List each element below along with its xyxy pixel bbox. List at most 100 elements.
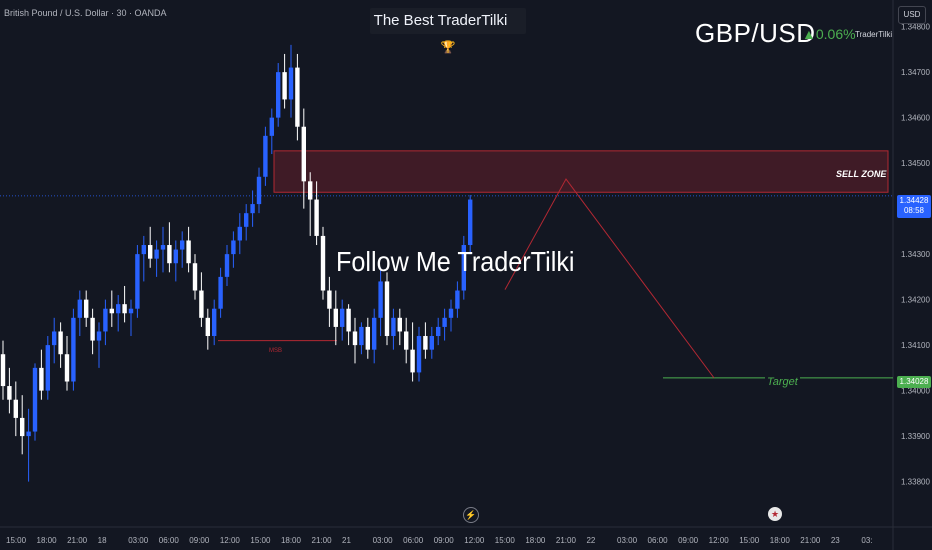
trophy-icon: 🏆 bbox=[440, 40, 456, 54]
candle-body bbox=[276, 72, 281, 118]
candle bbox=[122, 285, 127, 323]
candle bbox=[250, 190, 255, 227]
x-tick-label: 06:00 bbox=[159, 536, 180, 545]
candle-body bbox=[269, 117, 274, 136]
candle bbox=[173, 240, 178, 282]
candle-body bbox=[461, 245, 466, 291]
x-tick-label: 06:00 bbox=[403, 536, 424, 545]
candle-body bbox=[301, 126, 306, 182]
candle-body bbox=[333, 308, 338, 327]
candle-body bbox=[423, 336, 428, 350]
us-flag-icon[interactable]: ★ bbox=[768, 507, 782, 521]
candle-body bbox=[128, 308, 134, 314]
candle bbox=[352, 317, 358, 364]
currency-button[interactable]: USD bbox=[898, 6, 926, 24]
candle bbox=[295, 53, 300, 141]
flash-icon[interactable]: ⚡ bbox=[463, 507, 479, 523]
candle-body bbox=[212, 308, 217, 337]
candle-body bbox=[160, 245, 166, 250]
candle-body bbox=[410, 349, 415, 373]
candle-body bbox=[32, 367, 38, 432]
candle-body bbox=[141, 245, 146, 255]
candle bbox=[96, 322, 102, 368]
x-tick-label: 22 bbox=[586, 536, 595, 545]
candle-body bbox=[96, 331, 102, 341]
candle-body bbox=[103, 308, 108, 332]
x-tick-label: 15:00 bbox=[495, 536, 516, 545]
candle-body bbox=[173, 249, 178, 264]
candle-body bbox=[77, 299, 82, 318]
candle bbox=[109, 290, 114, 327]
candle-body bbox=[327, 290, 332, 309]
candle-body bbox=[58, 331, 63, 355]
x-tick-label: 18:00 bbox=[525, 536, 546, 545]
candle-body bbox=[218, 276, 223, 309]
candle-body bbox=[288, 67, 294, 100]
x-tick-label: 21:00 bbox=[312, 536, 333, 545]
candle bbox=[397, 308, 402, 346]
current-price-value: 1.34428 bbox=[899, 196, 929, 205]
candle bbox=[7, 367, 12, 414]
candle bbox=[308, 172, 313, 236]
candle bbox=[436, 317, 441, 346]
candle bbox=[116, 295, 121, 332]
x-tick-label: 09:00 bbox=[678, 536, 699, 545]
candle bbox=[128, 299, 134, 337]
candle bbox=[429, 326, 434, 359]
candle-body bbox=[186, 240, 191, 264]
y-tick-label: 1.34200 bbox=[901, 296, 930, 305]
y-tick-label: 1.34000 bbox=[901, 387, 930, 396]
candle-body bbox=[192, 263, 198, 291]
candle-body bbox=[442, 317, 447, 327]
x-tick-label: 03: bbox=[861, 536, 872, 545]
candle-body bbox=[436, 326, 441, 337]
candle bbox=[103, 299, 108, 346]
candle-body bbox=[346, 308, 351, 332]
candle bbox=[333, 290, 338, 346]
y-tick-label: 1.33800 bbox=[901, 478, 930, 487]
candle bbox=[365, 317, 370, 359]
candle-body bbox=[109, 308, 114, 314]
x-tick-label: 06:00 bbox=[648, 536, 669, 545]
x-tick-label: 18:00 bbox=[770, 536, 791, 545]
candle bbox=[372, 308, 377, 364]
candle bbox=[39, 349, 44, 400]
candle bbox=[244, 204, 249, 241]
candle bbox=[167, 222, 172, 273]
x-tick-label: 03:00 bbox=[373, 536, 394, 545]
y-tick-label: 1.34500 bbox=[901, 159, 930, 168]
candle bbox=[269, 108, 274, 155]
x-tick-label: 18:00 bbox=[281, 536, 302, 545]
y-tick-label: 1.34100 bbox=[901, 341, 930, 350]
x-tick-label: 09:00 bbox=[434, 536, 455, 545]
candle-body bbox=[244, 213, 249, 227]
x-tick-label: 21 bbox=[342, 536, 351, 545]
y-tick-label: 1.34600 bbox=[901, 114, 930, 123]
candle bbox=[13, 381, 18, 437]
candle-body bbox=[340, 308, 345, 327]
y-tick-label: 1.34700 bbox=[901, 68, 930, 77]
x-tick-label: 03:00 bbox=[617, 536, 638, 545]
candle bbox=[84, 290, 89, 327]
x-tick-label: 09:00 bbox=[189, 536, 210, 545]
x-tick-label: 12:00 bbox=[464, 536, 485, 545]
candle bbox=[410, 322, 415, 382]
candle-body bbox=[154, 249, 159, 259]
candle-body bbox=[224, 254, 230, 277]
candle bbox=[237, 213, 242, 255]
x-tick-label: 21:00 bbox=[800, 536, 821, 545]
candle-body bbox=[314, 199, 319, 236]
candle bbox=[282, 53, 287, 109]
candle bbox=[58, 322, 63, 368]
candle bbox=[423, 322, 428, 359]
sell-zone-box bbox=[273, 150, 889, 193]
x-tick-label: 15:00 bbox=[250, 536, 271, 545]
candle-body bbox=[167, 245, 172, 264]
candle bbox=[135, 245, 140, 318]
candle-body bbox=[0, 354, 6, 387]
candle bbox=[327, 276, 332, 327]
candle bbox=[20, 395, 25, 455]
candle bbox=[346, 304, 351, 346]
